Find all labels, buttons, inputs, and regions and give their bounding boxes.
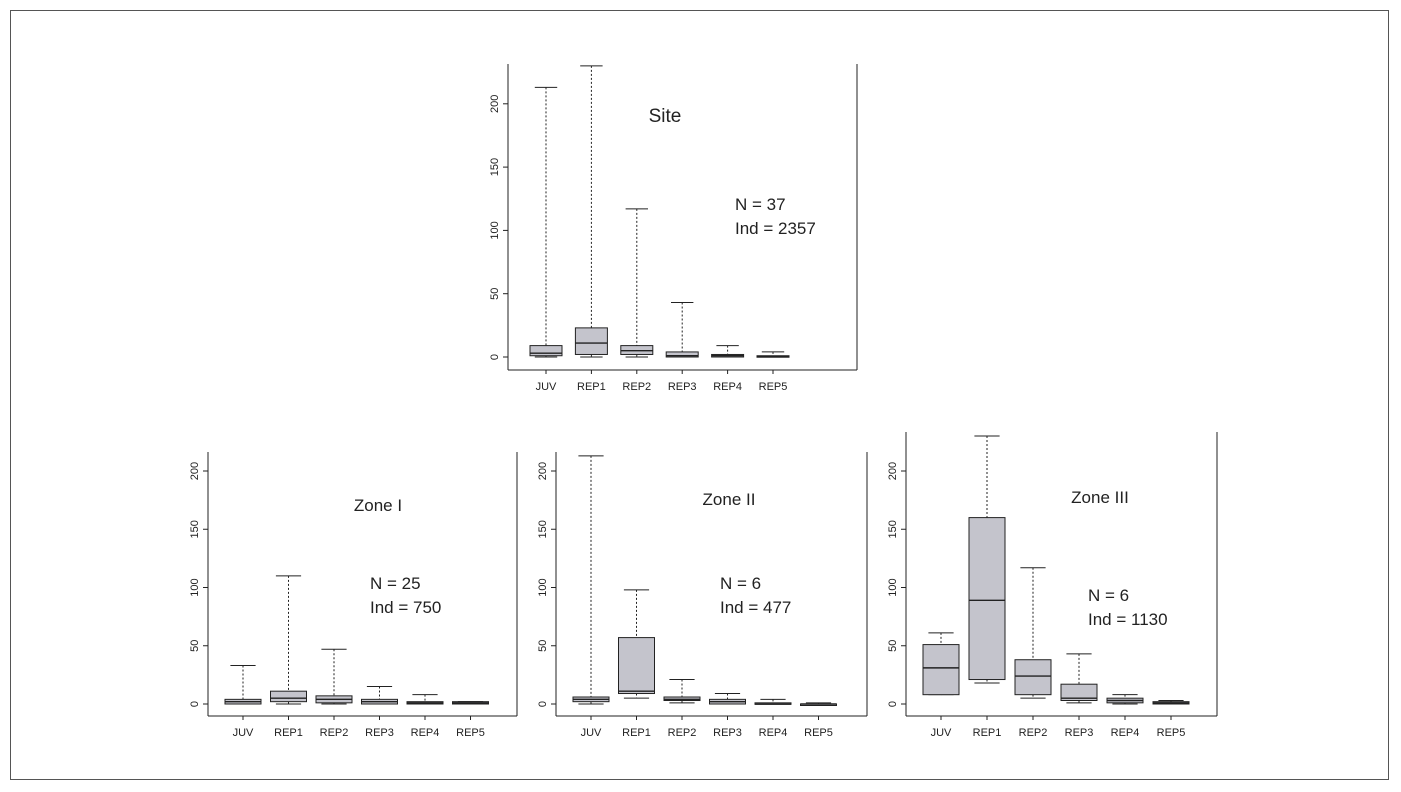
- panel-title-zone-3: Zone III: [1071, 488, 1129, 507]
- zone3-x-tick-label: JUV: [931, 727, 952, 739]
- site-x-tick-label: REP1: [577, 381, 606, 393]
- zone1-x-tick-label: JUV: [233, 727, 254, 739]
- zone1-x-tick-label: REP2: [320, 727, 349, 739]
- annotation-ind-zone-3: Ind = 1130: [1088, 610, 1168, 629]
- figure-frame: [10, 10, 1389, 780]
- panel-zone-3: Zone III N = 6 Ind = 1130: [1071, 488, 1167, 629]
- annotation-ind-zone-2: Ind = 477: [720, 598, 791, 617]
- zone1-y-tick-label: 100: [189, 578, 201, 596]
- site-x-tick-label: REP4: [713, 381, 742, 393]
- zone2-x-tick-label: REP3: [713, 727, 742, 739]
- site-y-tick-label: 50: [489, 288, 501, 300]
- zone3-x-tick-label: REP5: [1157, 727, 1186, 739]
- zone2-x-tick-label: JUV: [581, 727, 602, 739]
- zone1-y-tick-label: 150: [189, 520, 201, 538]
- zone1-x-tick-label: REP1: [274, 727, 303, 739]
- panel-zone-2: Zone II N = 6 Ind = 477: [703, 490, 792, 617]
- annotation-ind-site: Ind = 2357: [735, 219, 816, 238]
- zone3-box-rep1: [968, 517, 1006, 681]
- panel-zone-1: Zone I N = 25 Ind = 750: [354, 496, 441, 617]
- site-x-tick-label: JUV: [536, 381, 557, 393]
- zone1-x-tick-label: REP3: [365, 727, 394, 739]
- site-y-tick-label: 150: [489, 158, 501, 176]
- zone3-x-tick-label: REP3: [1065, 727, 1094, 739]
- panel-title-zone-2: Zone II: [703, 490, 756, 509]
- annotation-n-site: N = 37: [735, 195, 786, 214]
- site-box-juv: [529, 345, 563, 357]
- zone1-x-tick-label: REP4: [411, 727, 440, 739]
- zone3-x-tick-label: REP4: [1111, 727, 1140, 739]
- zone2-y-tick-label: 200: [537, 462, 549, 480]
- zone2-y-tick-label: 100: [537, 578, 549, 596]
- annotation-ind-zone-1: Ind = 750: [370, 598, 441, 617]
- zone2-x-tick-label: REP1: [622, 727, 651, 739]
- site-x-tick-label: REP3: [668, 381, 697, 393]
- zone2-x-tick-label: REP4: [759, 727, 788, 739]
- zone1-x-tick-label: REP5: [456, 727, 485, 739]
- site-x-tick-label: REP2: [622, 381, 651, 393]
- site-y-tick-label: 0: [489, 354, 501, 360]
- chart-marks: 0 50 100 150 200 JUV REP1 REP2 REP3 REP4 REP5 0 50 10…: [189, 64, 1218, 739]
- site-y-tick-label: 100: [489, 221, 501, 239]
- zone3-y-tick-label: 100: [887, 578, 899, 596]
- zone3-y-tick-label: 0: [887, 701, 899, 707]
- zone2-x-tick-label: REP2: [668, 727, 697, 739]
- zone3-box-rep2: [1014, 659, 1052, 696]
- zone1-y-tick-label: 0: [189, 701, 201, 707]
- panel-title-site: Site: [649, 106, 682, 127]
- zone2-box-rep1: [618, 637, 655, 695]
- zone2-y-tick-label: 150: [537, 520, 549, 538]
- site-x-tick-label: REP5: [759, 381, 788, 393]
- zone3-x-tick-label: REP1: [973, 727, 1002, 739]
- zone3-y-tick-label: 200: [887, 462, 899, 480]
- zone3-y-tick-label: 150: [887, 520, 899, 538]
- panel-title-zone-1: Zone I: [354, 496, 402, 515]
- zone3-x-tick-label: REP2: [1019, 727, 1048, 739]
- zone1-y-tick-label: 50: [189, 640, 201, 652]
- zone2-x-tick-label: REP5: [804, 727, 833, 739]
- annotation-n-zone-3: N = 6: [1088, 586, 1129, 605]
- panel-site: Site N = 37 Ind = 2357: [649, 106, 816, 238]
- zone3-box-juv: [922, 644, 960, 696]
- zone3-y-tick-label: 50: [887, 640, 899, 652]
- zone2-y-tick-label: 50: [537, 640, 549, 652]
- site-box-rep3: [665, 351, 699, 358]
- annotation-n-zone-2: N = 6: [720, 574, 761, 593]
- site-box-rep1: [574, 327, 608, 355]
- zone3-box-rep3: [1060, 683, 1098, 702]
- annotation-n-zone-1: N = 25: [370, 574, 421, 593]
- zone2-y-tick-label: 0: [537, 701, 549, 707]
- site-y-tick-label: 200: [489, 95, 501, 113]
- zone1-box-rep1: [270, 690, 307, 703]
- zone1-y-tick-label: 200: [189, 462, 201, 480]
